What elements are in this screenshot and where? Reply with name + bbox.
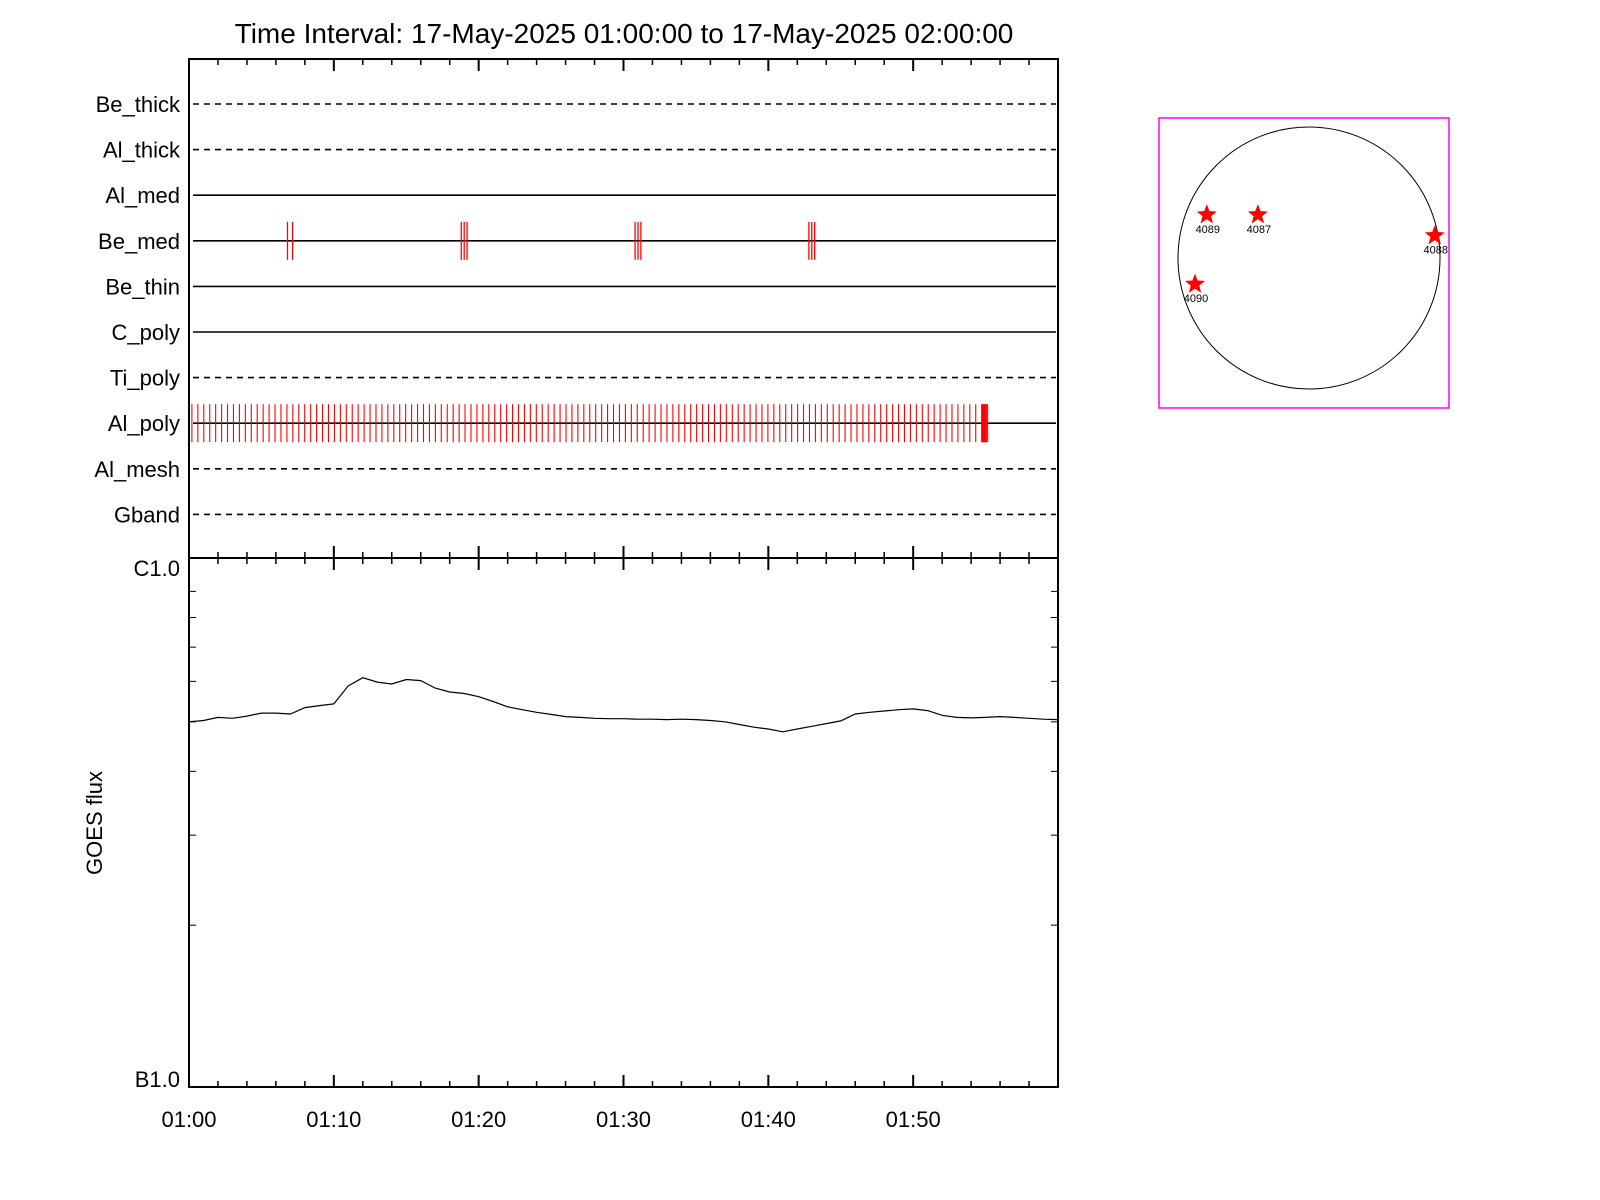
time-tick-label: 01:50 xyxy=(886,1107,941,1132)
filter-label-al-poly: Al_poly xyxy=(108,411,180,436)
filter-label-ti-poly: Ti_poly xyxy=(110,366,180,391)
time-tick-label: 01:30 xyxy=(596,1107,651,1132)
solar-disk-outline xyxy=(1177,126,1441,390)
goes-y-tick-label: C1.0 xyxy=(134,556,180,581)
time-tick-label: 01:20 xyxy=(451,1107,506,1132)
chart-title: Time Interval: 17-May-2025 01:00:00 to 1… xyxy=(235,18,1014,49)
time-tick-label: 01:40 xyxy=(741,1107,796,1132)
goes-flux-line xyxy=(188,677,1059,733)
active-region-label-4088: 4088 xyxy=(1424,245,1448,257)
filter-label-be-thick: Be_thick xyxy=(96,92,181,117)
active-region-marker-4089 xyxy=(1196,204,1217,224)
active-region-label-4090: 4090 xyxy=(1184,293,1208,305)
filter-label-be-thin: Be_thin xyxy=(105,274,180,299)
goes-y-axis-label: GOES flux xyxy=(82,771,107,875)
goes-panel-frame xyxy=(188,557,1059,1088)
goes-flux-panel: GOES flux C1.0 B1.0 xyxy=(82,556,1059,1092)
filter-timeline-panel: Be_thick Al_thick Al_med Be_med Be_thin C_pol… xyxy=(94,58,1059,559)
filter-label-c-poly: C_poly xyxy=(112,320,180,345)
solar-disk-map: 4089 4087 4088 4090 xyxy=(1158,117,1450,409)
filter-label-gband: Gband xyxy=(114,502,180,527)
goes-y-tick-label: B1.0 xyxy=(135,1067,180,1092)
disk-map-frame xyxy=(1158,117,1450,409)
filter-panel-frame xyxy=(188,58,1059,559)
active-region-marker-4087 xyxy=(1247,204,1269,224)
filter-label-be-med: Be_med xyxy=(98,229,180,254)
filter-label-al-med: Al_med xyxy=(105,183,180,208)
active-region-label-4089: 4089 xyxy=(1196,224,1220,236)
time-tick-label: 01:10 xyxy=(306,1107,361,1132)
active-region-marker-4088 xyxy=(1424,224,1445,245)
filter-label-al-mesh: Al_mesh xyxy=(94,457,180,482)
time-tick-label: 01:00 xyxy=(161,1107,216,1132)
filter-label-al-thick: Al_thick xyxy=(103,138,181,163)
time-axis: 01:00 01:10 01:20 01:30 01:40 01:50 xyxy=(161,59,1059,1132)
active-region-label-4087: 4087 xyxy=(1247,224,1271,236)
active-region-marker-4090 xyxy=(1184,273,1206,293)
